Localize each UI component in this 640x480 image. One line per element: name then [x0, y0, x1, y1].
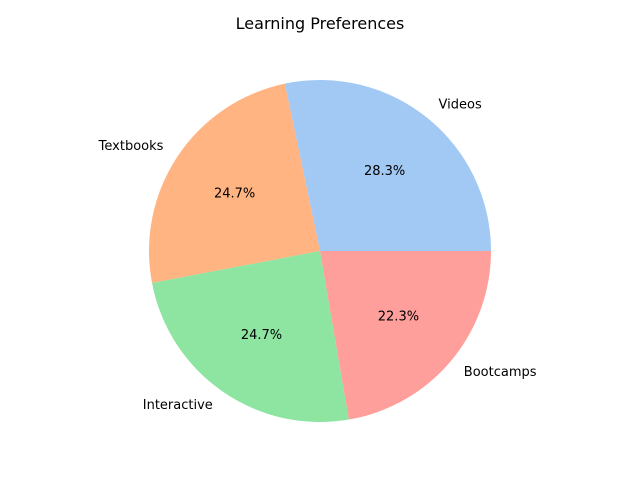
slice-label-textbooks: Textbooks [98, 139, 164, 154]
pie-labels: Videos 28.3% Textbooks 24.7% Interactive 24.7… [98, 97, 537, 413]
percent-label-videos: 28.3% [364, 164, 405, 179]
slice-label-bootcamps: Bootcamps [464, 365, 537, 380]
pie-slice-bootcamps [320, 251, 492, 420]
percent-label-bootcamps: 22.3% [378, 310, 419, 325]
chart-title: Learning Preferences [236, 14, 405, 33]
slice-label-interactive: Interactive [143, 398, 213, 413]
pie-slices [149, 79, 492, 423]
percent-label-interactive: 24.7% [241, 328, 282, 343]
slice-label-videos: Videos [439, 97, 482, 112]
pie-slice-videos [284, 79, 492, 251]
pie-slice-interactive [152, 251, 349, 423]
percent-label-textbooks: 24.7% [214, 187, 255, 202]
pie-slice-textbooks [149, 83, 320, 284]
